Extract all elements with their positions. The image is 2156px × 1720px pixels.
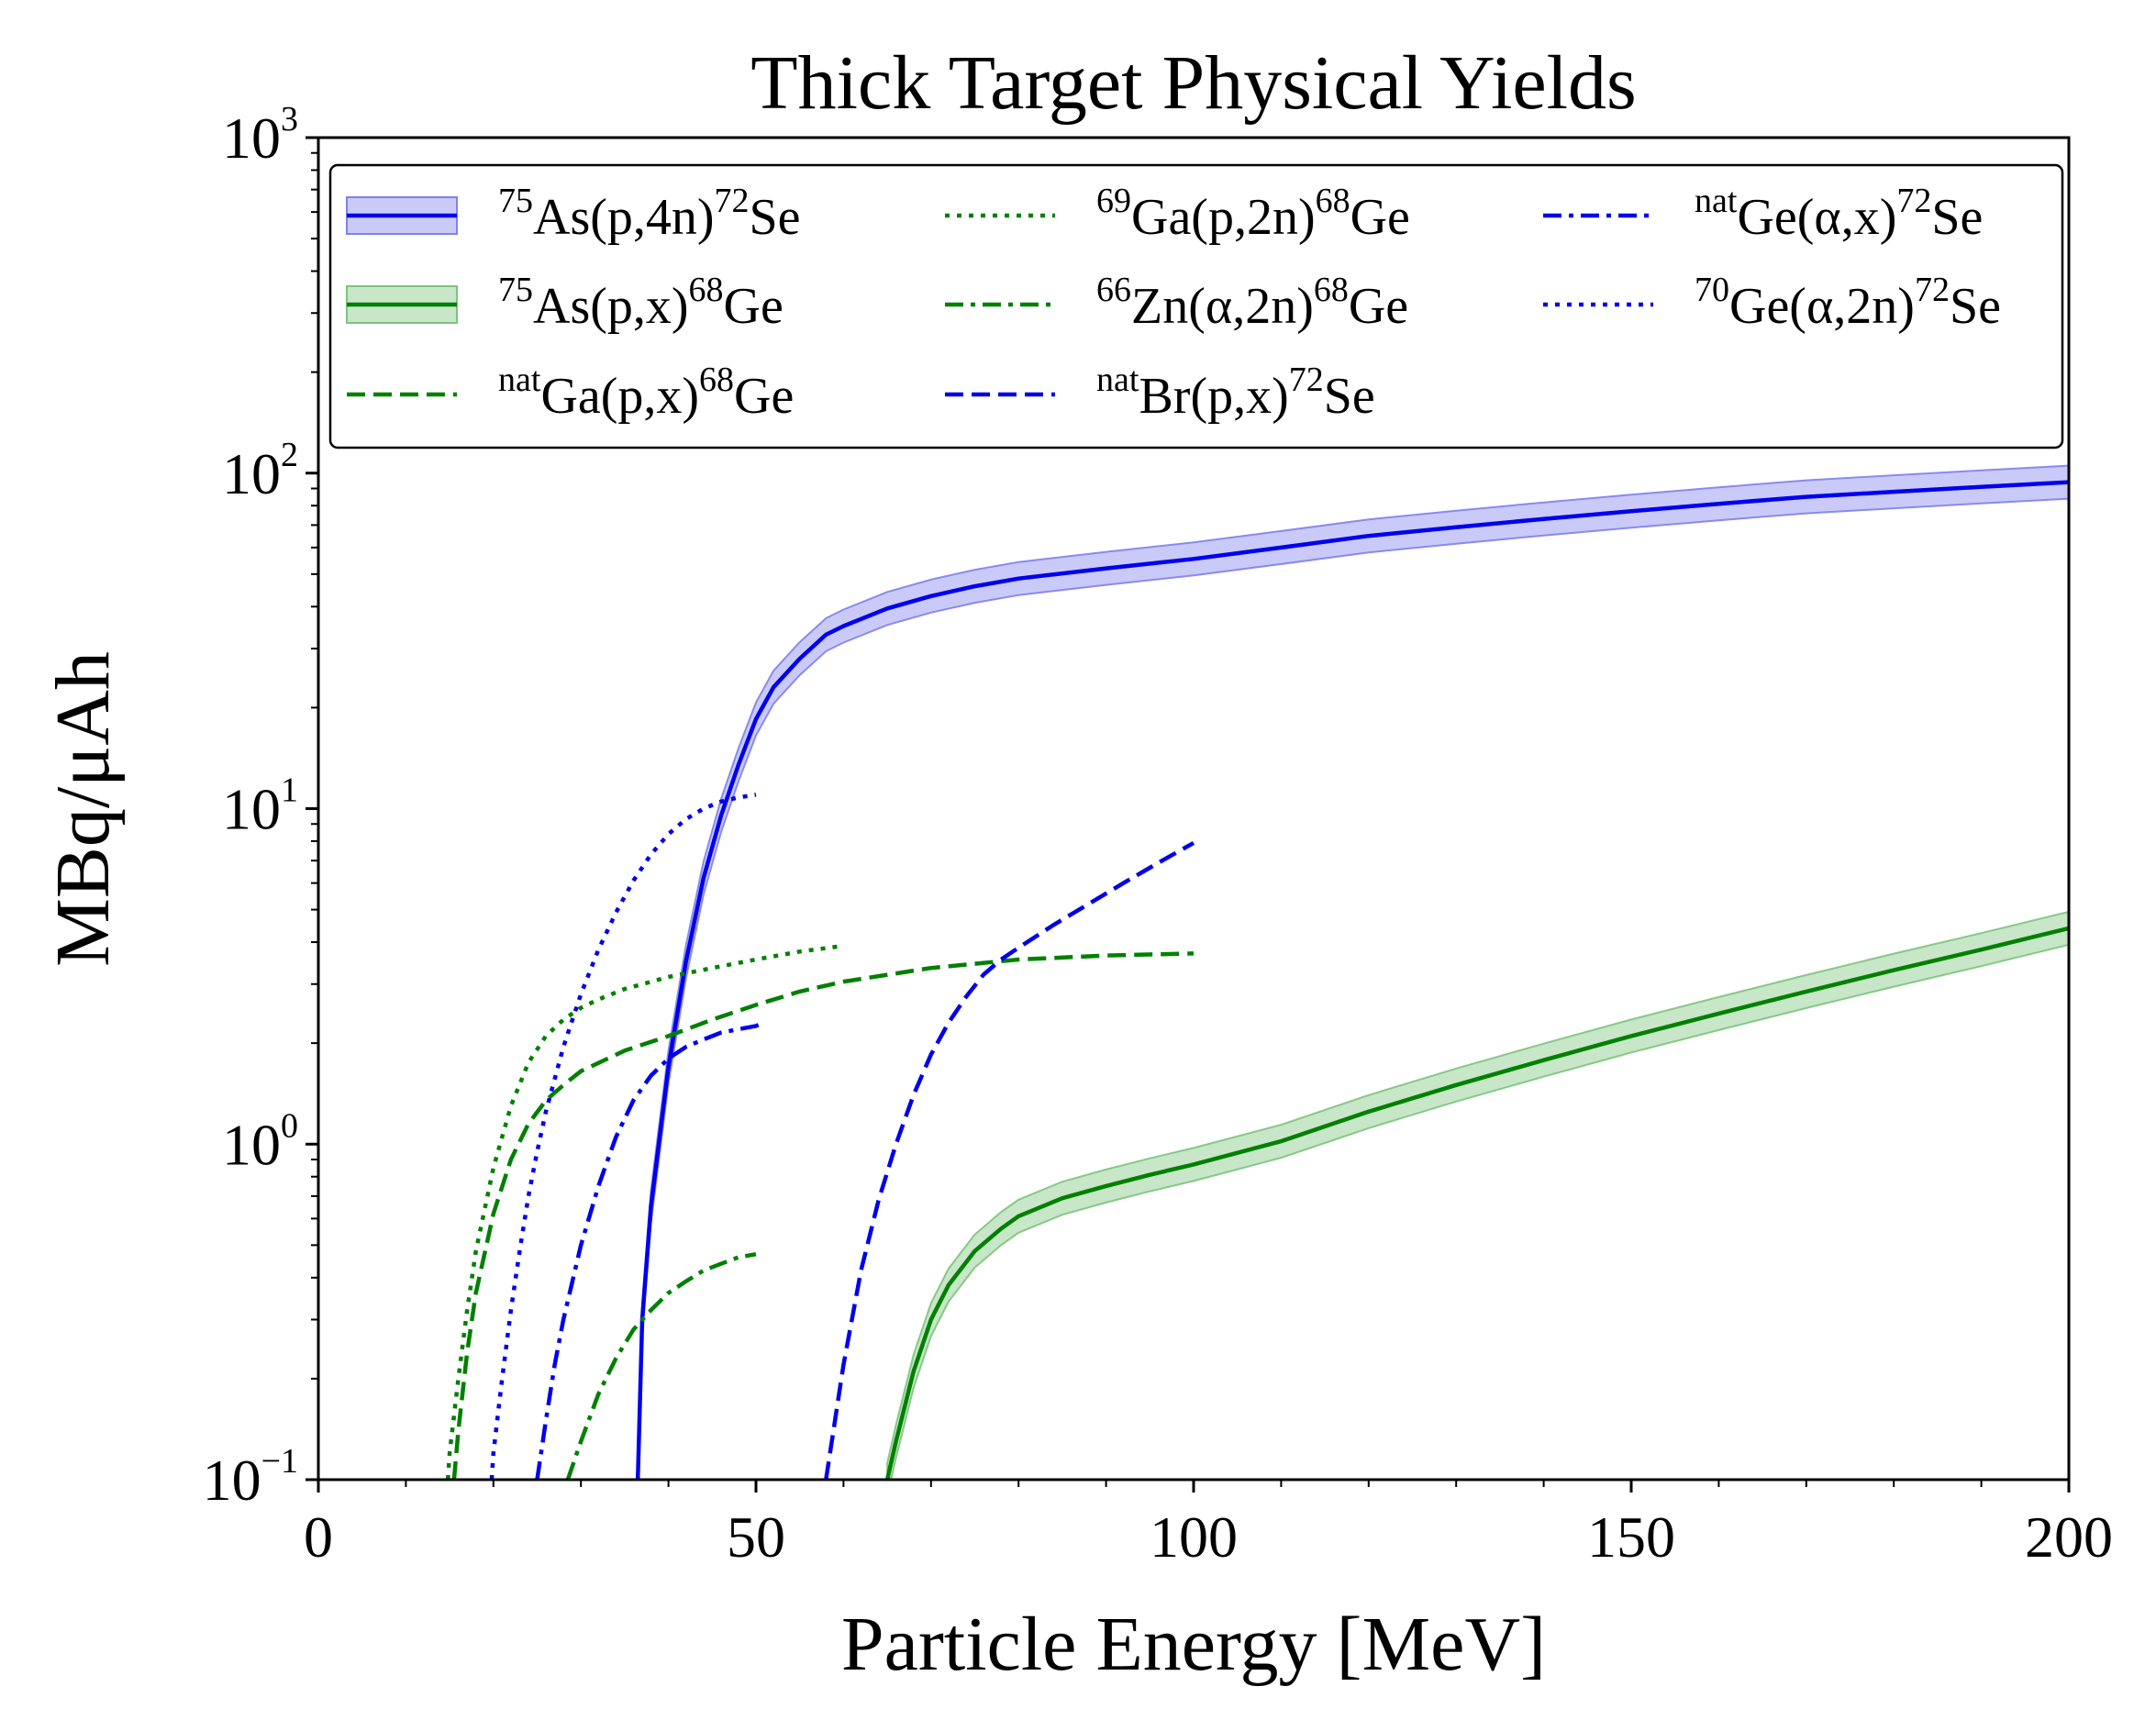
uncertainty-band-as-p4n-se72 [637,464,2069,1480]
y-axis: 10−1 100 101 102 103 [203,100,318,1513]
legend-item-as-px-ge68: 75As(p,x)68Ge [346,271,783,335]
series-line-ga69-p2n-ge68 [445,943,844,1480]
x-tick-label: 150 [1587,1504,1675,1570]
legend: 75As(p,4n)72Se 75As(p,x)68Ge natGa(p,x)68G… [328,163,2064,449]
legend-label: 66Zn(α,2n)68Ge [1096,271,1408,335]
legend-label: natBr(p,x)72Se [1096,361,1375,425]
series-layer [445,464,2069,1480]
y-tick-label: 100 [222,1106,298,1177]
x-tick-label: 200 [2025,1504,2113,1570]
legend-item-natge-ax-se72: natGe(α,x)72Se [1543,182,1983,246]
legend-label: 69Ga(p,2n)68Ge [1096,182,1410,246]
series-line-ge70-a2n-se72 [489,793,757,1480]
x-axis: 0 50 100 150 200 [304,1480,2113,1570]
y-axis-label: MBq/μAh [40,651,126,967]
legend-item-as-p4n-se72: 75As(p,4n)72Se [346,182,801,246]
legend-item-natbr-px-se72: natBr(p,x)72Se [945,361,1375,425]
x-tick-label: 0 [304,1504,333,1570]
legend-label: natGe(α,x)72Se [1695,182,1983,246]
series-line-as-px-ge68 [884,926,2069,1480]
y-tick-label: 103 [222,100,298,171]
x-axis-label: Particle Energy [MeV] [841,1602,1546,1687]
legend-label: 70Ge(α,2n)72Se [1695,271,2001,335]
legend-label: natGa(p,x)68Ge [498,361,794,425]
x-tick-label: 50 [727,1504,785,1570]
legend-item-zn66-a2n-ge68: 66Zn(α,2n)68Ge [945,271,1408,335]
series-line-zn66-a2n-ge68 [565,1251,757,1480]
series-line-as-p4n-se72 [635,480,2069,1480]
legend-frame [328,163,2064,449]
chart-title: Thick Target Physical Yields [750,40,1636,126]
uncertainty-band-as-px-ge68 [886,910,2069,1480]
series-line-natbr-px-se72 [824,840,1195,1480]
legend-item-ga69-p2n-ge68: 69Ga(p,2n)68Ge [945,182,1410,246]
legend-item-ge70-a2n-se72: 70Ge(α,2n)72Se [1543,271,2001,335]
y-tick-label: 10−1 [203,1442,298,1513]
legend-item-natga-px-ge68: natGa(p,x)68Ge [347,361,794,425]
x-tick-label: 100 [1150,1504,1238,1570]
y-tick-label: 101 [222,771,298,842]
legend-label: 75As(p,x)68Ge [498,271,783,335]
series-line-natga-px-ge68 [451,951,1195,1480]
series-line-natge-ax-se72 [535,1020,766,1480]
y-tick-label: 102 [222,436,298,506]
legend-label: 75As(p,4n)72Se [498,182,801,246]
